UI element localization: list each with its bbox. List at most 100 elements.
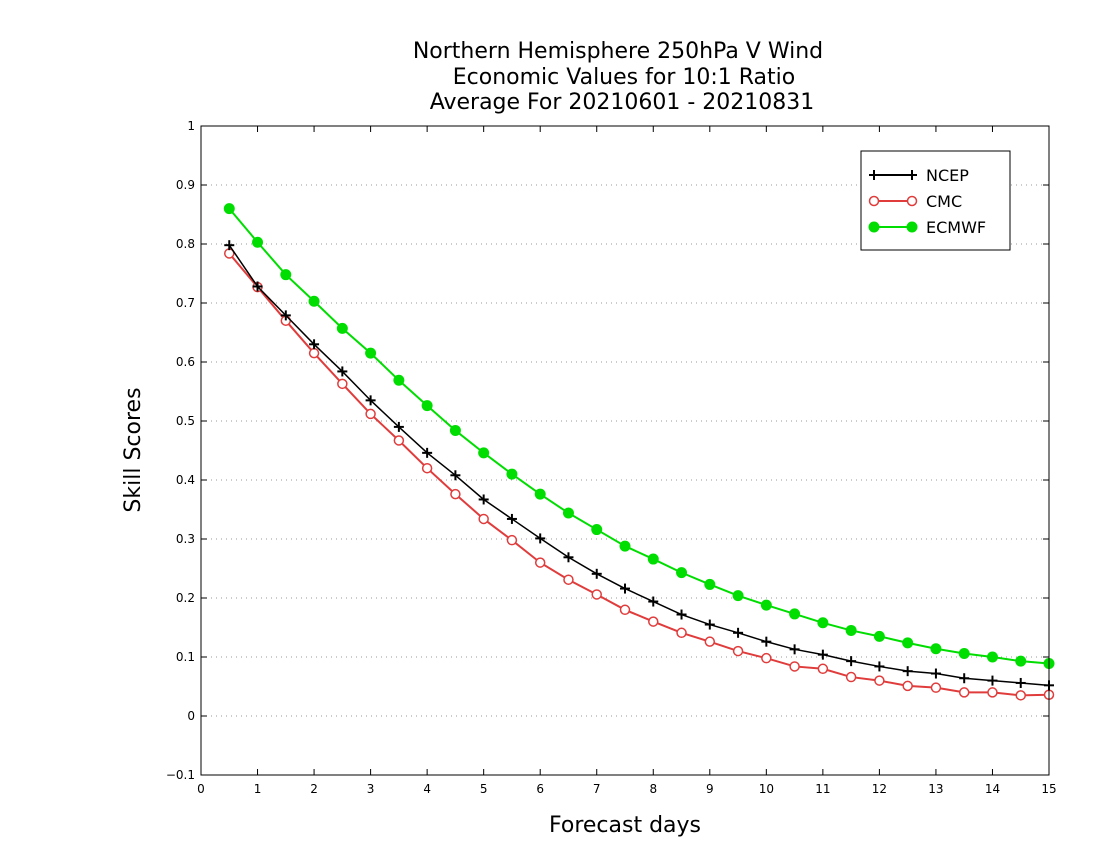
series-layer [223, 203, 1055, 701]
x-tick-label: 14 [985, 782, 1000, 796]
legend-marker-ncep [869, 170, 879, 180]
data-point-ecmwf [478, 447, 490, 459]
data-point-cmc [393, 435, 405, 446]
data-point-ecmwf [506, 468, 518, 480]
series-ecmwf [223, 203, 1055, 669]
data-point-ncep [337, 366, 348, 377]
y-tick-label: 0.9 [176, 178, 195, 192]
legend-item-ncep: NCEP [869, 166, 969, 185]
data-point-ncep [930, 668, 941, 679]
chart-title: Northern Hemisphere 250hPa V Wind Econom… [413, 39, 823, 115]
data-point-ncep [733, 627, 744, 638]
data-point-cmc [478, 513, 489, 525]
data-point-ncep [224, 240, 235, 251]
x-tick-label: 13 [928, 782, 943, 796]
data-point-cmc [337, 378, 348, 390]
data-point-ncep [450, 470, 461, 481]
data-point-cmc [421, 462, 433, 474]
data-point-ecmwf [252, 236, 264, 248]
series-ncep [224, 240, 1054, 691]
data-point-ecmwf [986, 651, 998, 663]
data-point-ncep [591, 568, 602, 579]
data-point-ncep [648, 596, 659, 607]
data-point-ecmwf [534, 488, 546, 500]
data-point-cmc [563, 574, 574, 585]
y-tick-label: 0.7 [176, 296, 195, 310]
legend-marker-ncep [907, 170, 917, 180]
x-tick-label: 9 [706, 782, 714, 796]
legend-marker-cmc [906, 195, 918, 207]
data-point-ecmwf [676, 567, 688, 579]
legend-marker-ecmwf [906, 221, 918, 233]
data-point-ncep [478, 494, 489, 505]
title-line-2: Economic Values for 10:1 Ratio [453, 65, 795, 90]
data-point-cmc [648, 616, 659, 627]
x-tick-label: 1 [254, 782, 262, 796]
data-point-ncep [506, 513, 517, 524]
y-tick-label: 0.2 [176, 591, 195, 605]
data-point-cmc [789, 661, 800, 672]
data-point-ncep [422, 447, 433, 458]
data-point-cmc [676, 627, 687, 639]
data-point-ecmwf [562, 507, 574, 519]
data-point-ecmwf [308, 295, 320, 307]
y-tick-label: 0.5 [176, 414, 195, 428]
plot-frame [200, 125, 1050, 776]
data-point-ncep [252, 281, 263, 292]
y-tick-label: 1 [187, 119, 195, 133]
data-point-cmc [958, 687, 970, 698]
legend-label-ecmwf: ECMWF [926, 218, 986, 237]
legend-label-ncep: NCEP [926, 166, 969, 185]
x-tick-label: 5 [480, 782, 488, 796]
series-line-ncep [228, 244, 1050, 687]
data-point-ncep [846, 656, 857, 667]
data-point-cmc [902, 680, 913, 692]
data-point-cmc [930, 682, 942, 693]
series-cmc [224, 248, 1055, 701]
x-tick-label: 11 [815, 782, 830, 796]
data-point-ncep [761, 636, 772, 647]
x-tick-label: 12 [872, 782, 887, 796]
data-point-cmc [704, 636, 716, 647]
data-point-ncep [874, 661, 885, 672]
data-point-ncep [563, 552, 574, 563]
data-point-ecmwf [732, 590, 744, 602]
data-point-ecmwf [280, 269, 292, 281]
data-point-ecmwf [619, 540, 631, 552]
x-tick-label: 7 [593, 782, 601, 796]
data-point-cmc [619, 604, 631, 616]
data-point-cmc [732, 645, 744, 657]
y-tick-label: 0.3 [176, 532, 195, 546]
data-point-cmc [874, 675, 885, 686]
x-tick-label: 0 [197, 782, 205, 796]
data-point-ecmwf [591, 524, 603, 536]
x-tick-label: 2 [310, 782, 318, 796]
data-point-cmc [817, 663, 829, 675]
data-point-ecmwf [704, 578, 716, 590]
y-tick-label: 0.6 [176, 355, 195, 369]
x-tick-label: 10 [759, 782, 774, 796]
axis-ticks: −0.100.10.20.30.40.50.60.70.80.910 1 2 3 4 5 6… [166, 119, 1057, 796]
data-point-ecmwf [873, 630, 885, 642]
y-tick-label: 0.4 [176, 473, 195, 487]
data-point-cmc [365, 408, 376, 420]
data-point-ecmwf [930, 643, 942, 655]
data-point-ecmwf [336, 322, 348, 334]
data-point-cmc [987, 687, 998, 698]
data-point-ecmwf [902, 637, 914, 649]
y-tick-label: −0.1 [166, 768, 195, 782]
legend-item-cmc: CMC [868, 192, 962, 211]
legend-label-cmc: CMC [926, 192, 962, 211]
data-point-ecmwf [421, 400, 433, 412]
data-point-ncep [902, 666, 913, 677]
y-tick-label: 0.8 [176, 237, 195, 251]
y-tick-label: 0 [187, 709, 195, 723]
x-tick-label: 4 [423, 782, 431, 796]
data-point-ecmwf [1015, 655, 1027, 667]
y-axis-label: Skill Scores [121, 387, 146, 512]
data-point-ecmwf [789, 608, 801, 620]
data-point-cmc [506, 534, 518, 546]
x-tick-label: 6 [536, 782, 544, 796]
data-point-cmc [591, 589, 602, 600]
